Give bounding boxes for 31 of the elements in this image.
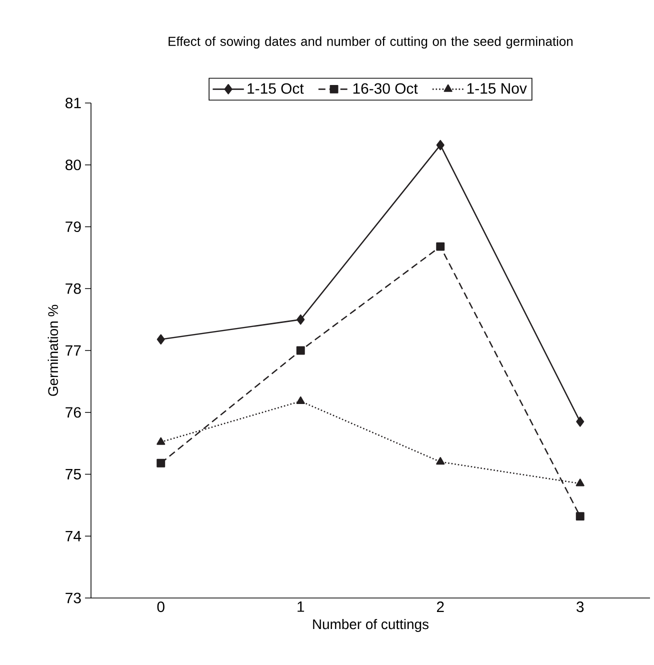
point	[436, 242, 445, 251]
y-axis-title: Germination %	[48, 304, 58, 396]
y-tick-label: 80	[66, 160, 81, 170]
y-tick-label: 75	[66, 469, 81, 480]
chart-title: Effect of sowing dates and number of cutting on the seed germination	[168, 36, 573, 48]
point	[576, 478, 584, 486]
y-tick-label: 81	[66, 98, 81, 108]
point	[296, 396, 305, 404]
point	[436, 457, 445, 465]
point	[156, 437, 166, 445]
legend-label: 1-15 Oct	[248, 83, 304, 94]
x-tick-label: 0	[157, 602, 164, 612]
y-tick-label: 78	[66, 283, 81, 294]
point	[156, 334, 165, 344]
y-tick-label: 77	[66, 345, 81, 356]
x-axis-title: Number of cuttings	[313, 618, 429, 632]
legend-label: 1-15 Nov	[467, 83, 527, 94]
point	[296, 346, 305, 355]
x-tick-label: 2	[436, 602, 444, 612]
point	[156, 458, 166, 468]
x-tick-label: 1	[298, 602, 304, 612]
point	[436, 140, 444, 150]
point	[576, 416, 584, 427]
y-tick-label: 74	[66, 530, 82, 542]
x-tick-label: 3	[576, 602, 584, 612]
point	[576, 512, 584, 521]
y-tick-label: 73	[66, 592, 81, 604]
y-tick-label: 76	[66, 407, 81, 418]
point	[296, 314, 305, 325]
legend-label: 16-30 Oct	[353, 83, 418, 94]
y-tick-label: 79	[66, 221, 81, 232]
